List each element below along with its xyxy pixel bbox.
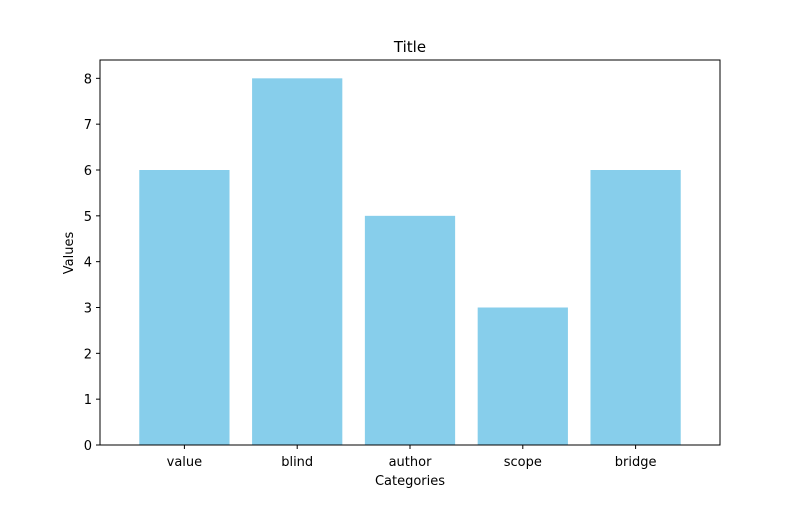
x-axis-label: Categories xyxy=(375,474,445,489)
x-tick-label: blind xyxy=(281,455,313,470)
y-axis-label: Values xyxy=(62,232,77,275)
y-tick-label: 2 xyxy=(84,347,92,362)
y-tick-label: 6 xyxy=(84,164,92,179)
y-tick-label: 1 xyxy=(84,393,92,408)
bars-layer xyxy=(139,78,681,445)
bar-blind xyxy=(252,78,343,445)
y-tick-label: 0 xyxy=(84,439,92,454)
x-tick-label: author xyxy=(389,455,432,470)
y-tick-label: 5 xyxy=(84,210,92,225)
bar-scope xyxy=(477,307,568,445)
chart-title: Title xyxy=(393,38,426,56)
y-axis-ticks: 0 1 2 3 4 5 6 7 8 xyxy=(84,72,100,454)
y-tick-label: 8 xyxy=(84,72,92,87)
x-tick-label: bridge xyxy=(615,455,657,470)
plot-frame xyxy=(99,59,721,446)
bar-value xyxy=(139,170,230,445)
x-tick-label: value xyxy=(167,455,203,470)
y-tick-label: 4 xyxy=(84,256,92,271)
bar-bridge xyxy=(590,170,681,445)
x-axis-ticks: value blind author scope bridge xyxy=(167,445,657,470)
y-tick-label: 3 xyxy=(84,302,92,317)
x-tick-label: scope xyxy=(504,455,542,470)
bar-author xyxy=(364,215,456,445)
y-tick-label: 7 xyxy=(84,118,92,133)
